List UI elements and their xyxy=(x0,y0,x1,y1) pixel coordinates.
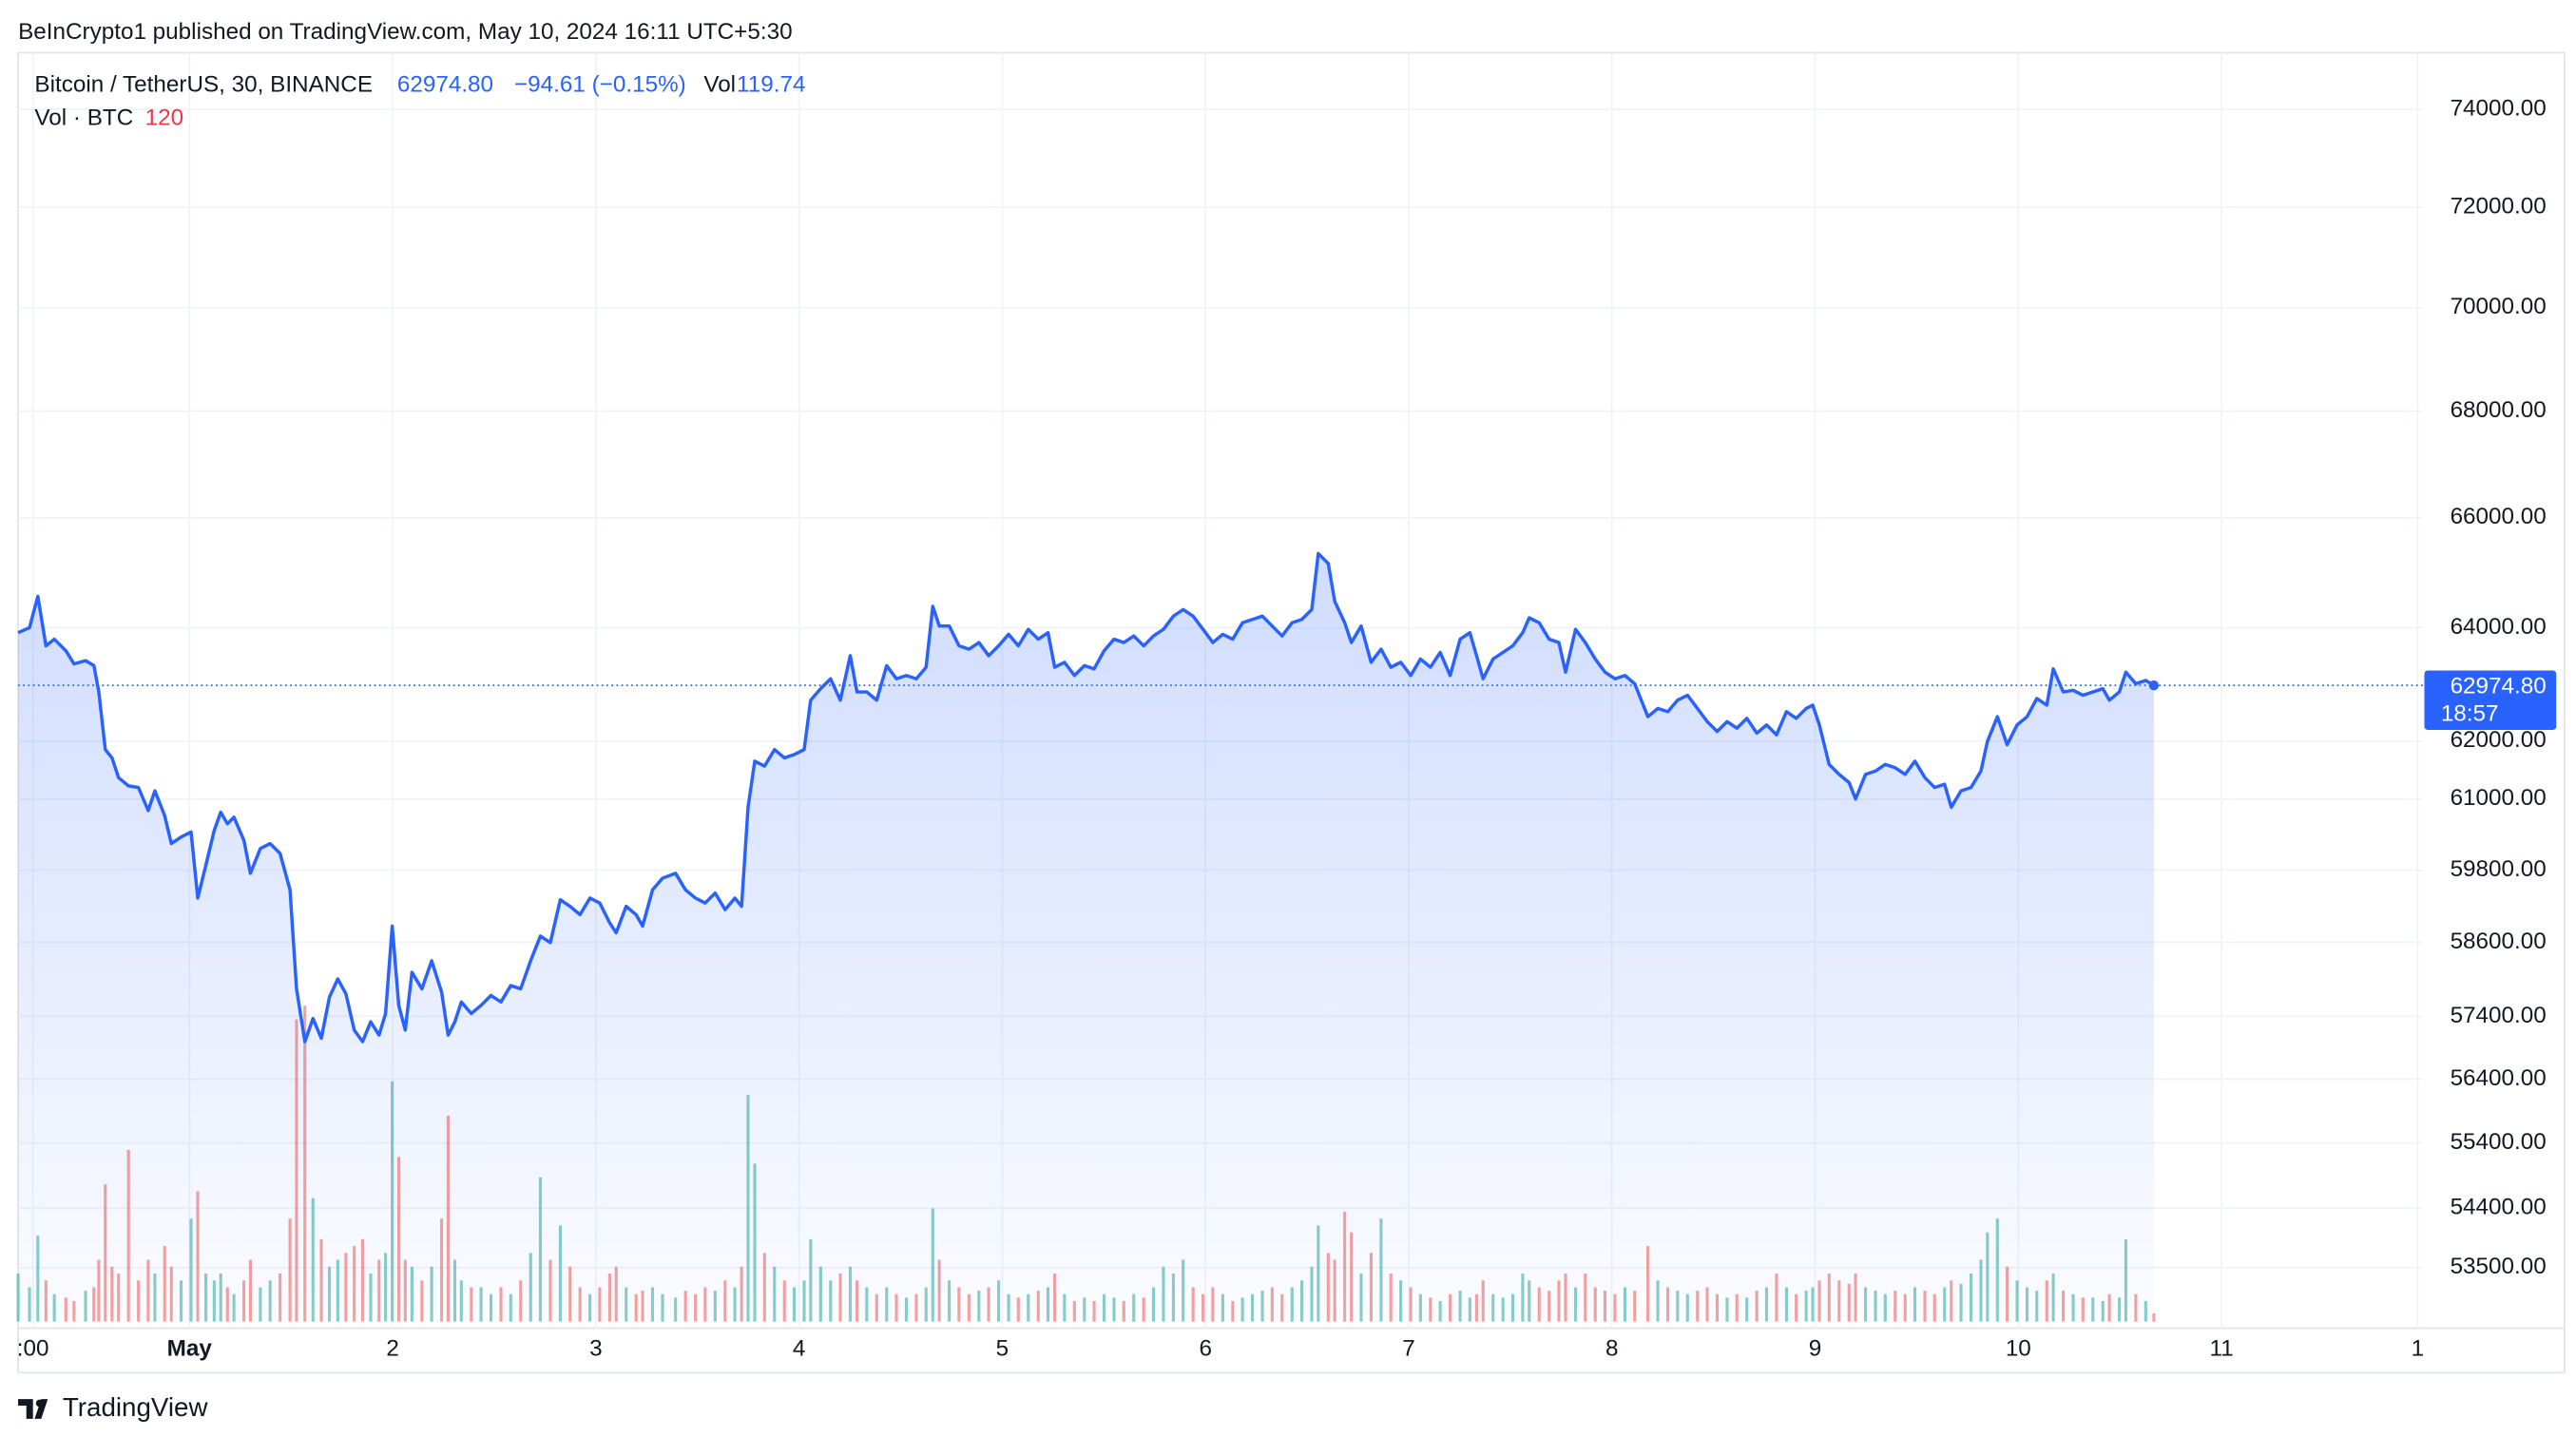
vol-label: Vol xyxy=(703,72,736,98)
vol-value: 119.74 xyxy=(737,72,805,98)
x-tick-label: 10 xyxy=(2006,1335,2031,1361)
price-badge-label: 62974.80 xyxy=(2451,673,2547,699)
x-tick-label: 9 xyxy=(1809,1335,1821,1361)
price-badge xyxy=(2424,670,2557,730)
brand: TradingView xyxy=(63,1392,209,1422)
change: −94.61 (−0.15%) xyxy=(514,72,686,98)
y-tick-label: 66000.00 xyxy=(2451,504,2547,529)
axes: 74000.00 72000.00 70000.00 68000.00 66000.00… xyxy=(17,95,2557,1361)
plot-area xyxy=(17,551,2423,1322)
y-tick-label: 72000.00 xyxy=(2451,193,2547,219)
y-tick-label: 53500.00 xyxy=(2451,1254,2547,1279)
attribution: BeInCrypto1 published on TradingView.com… xyxy=(18,19,793,45)
x-tick-label: 7 xyxy=(1402,1335,1415,1361)
last-price: 62974.80 xyxy=(397,72,493,98)
brand-logo xyxy=(18,1399,48,1419)
x-tick-label: :00 xyxy=(17,1335,49,1361)
y-tick-label: 59800.00 xyxy=(2451,856,2547,882)
y-tick-label: 57400.00 xyxy=(2451,1003,2547,1028)
x-tick-label: 6 xyxy=(1199,1335,1212,1361)
y-tick-label: 74000.00 xyxy=(2451,95,2547,121)
x-tick-label: May xyxy=(167,1335,213,1361)
symbol: Bitcoin / TetherUS, 30, BINANCE xyxy=(34,72,373,98)
volume-setting: 120 xyxy=(145,105,184,130)
y-tick-label: 61000.00 xyxy=(2451,785,2547,811)
x-tick-label: 11 xyxy=(2210,1335,2234,1361)
x-tick-label: 2 xyxy=(386,1335,399,1361)
y-tick-label: 56400.00 xyxy=(2451,1065,2547,1091)
y-tick-label: 64000.00 xyxy=(2451,614,2547,640)
y-tick-label: 54400.00 xyxy=(2451,1195,2547,1220)
x-tick-label: 5 xyxy=(996,1335,1009,1361)
last-point xyxy=(2148,680,2160,691)
y-tick-label: 58600.00 xyxy=(2451,929,2547,954)
y-tick-label: 70000.00 xyxy=(2451,294,2547,319)
y-tick-label: 68000.00 xyxy=(2451,397,2547,423)
x-tick-label: 8 xyxy=(1605,1335,1619,1361)
y-tick-label: 55400.00 xyxy=(2451,1129,2547,1155)
x-tick-label: 3 xyxy=(589,1335,603,1361)
countdown: 18:57 xyxy=(2441,701,2499,727)
price-line xyxy=(17,551,2155,1044)
price-area xyxy=(18,553,2154,1322)
volume-title: Vol · BTC xyxy=(34,105,133,130)
y-tick-label: 62000.00 xyxy=(2451,727,2547,753)
x-tick-label: 4 xyxy=(793,1335,806,1361)
x-tick-label: 1 xyxy=(2412,1335,2425,1361)
